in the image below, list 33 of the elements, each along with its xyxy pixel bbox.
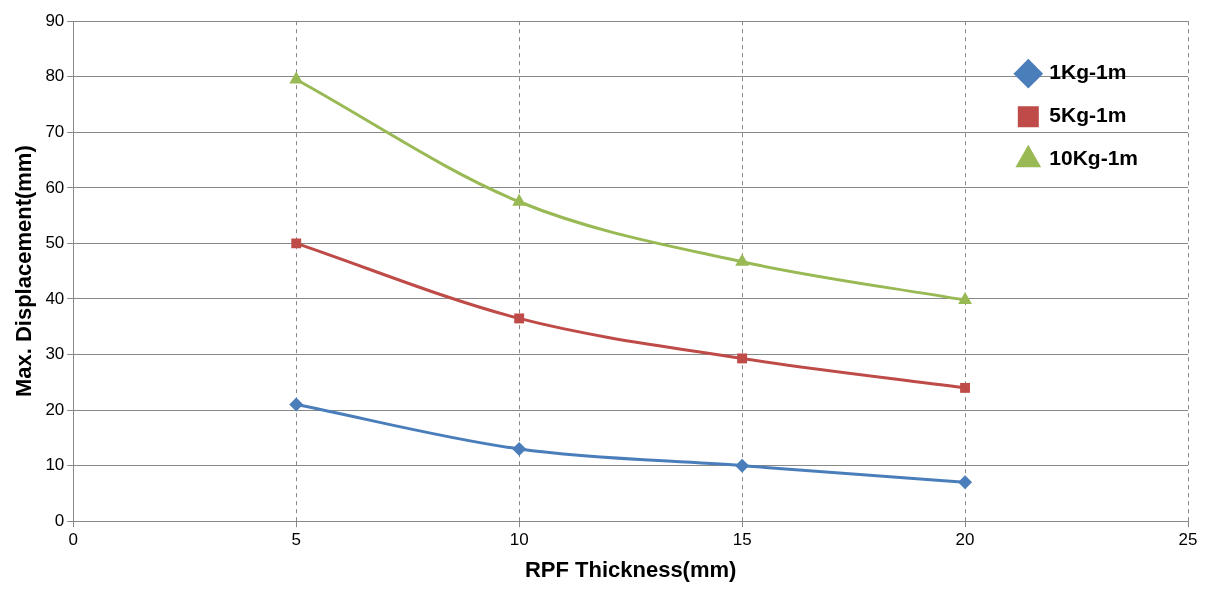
point	[960, 382, 971, 393]
x-tick-label: 25	[1178, 530, 1198, 550]
y-tick-label: 50	[45, 233, 65, 253]
y-tick-label: 80	[45, 66, 65, 86]
point	[289, 71, 304, 84]
point	[737, 353, 748, 364]
y-tick-label: 70	[45, 122, 65, 141]
x-tick-label: 5	[291, 530, 301, 550]
x-tick-label: 0	[68, 530, 79, 550]
x-tick-label: 20	[955, 530, 975, 550]
point	[735, 458, 750, 473]
legend-label: 5Kg-1m	[1049, 103, 1127, 127]
y-tick-label: 20	[45, 399, 65, 419]
point	[735, 253, 750, 266]
point	[958, 292, 972, 305]
y-tick-label: 60	[45, 177, 65, 197]
y-tick-label: 0	[54, 510, 65, 530]
point	[514, 313, 525, 324]
legend-label: 1Kg-1m	[1049, 60, 1127, 84]
y-tick-label: 40	[45, 288, 65, 308]
x-tick-label: 10	[509, 530, 529, 550]
point	[291, 238, 302, 249]
point	[958, 475, 973, 490]
y-tick-label: 30	[45, 344, 65, 364]
x-axis-title: RPF Thickness(mm)	[524, 556, 737, 582]
y-axis-title: Max. Displacement(mm)	[11, 145, 37, 398]
x-tick-label: 15	[732, 530, 752, 550]
point	[512, 193, 527, 206]
y-tick-label: 10	[45, 455, 65, 475]
point	[289, 397, 304, 412]
legend-label: 10Kg-1m	[1049, 146, 1139, 170]
y-tick-label: 90	[45, 10, 65, 30]
point	[512, 441, 527, 456]
